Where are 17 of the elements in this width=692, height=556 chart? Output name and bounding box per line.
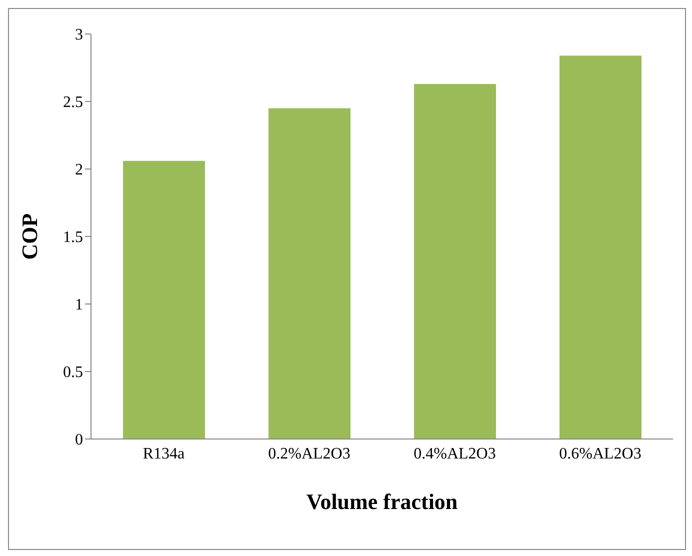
y-tick-label: 2 [75,162,83,179]
bar [560,56,642,439]
y-axis-title: COP [16,213,42,260]
x-tick-label: R134a [142,445,185,462]
y-tick-label: 1 [75,296,83,314]
bar [414,84,496,439]
y-tick-label: 0.5 [63,364,83,382]
x-tick-label: 0.6%AL2O3 [559,445,642,462]
x-axis-title: Volume fraction [306,489,458,514]
y-tick-label: 2.5 [63,94,83,112]
bar [123,160,205,439]
y-tick-label: 3 [75,26,83,44]
y-tick-label: 1.5 [63,229,83,246]
x-tick-label: 0.4%AL2O3 [414,445,496,462]
x-tick-label: 0.2%AL2O3 [268,445,350,462]
y-tick-label: 0 [75,432,83,449]
bar [268,108,350,439]
